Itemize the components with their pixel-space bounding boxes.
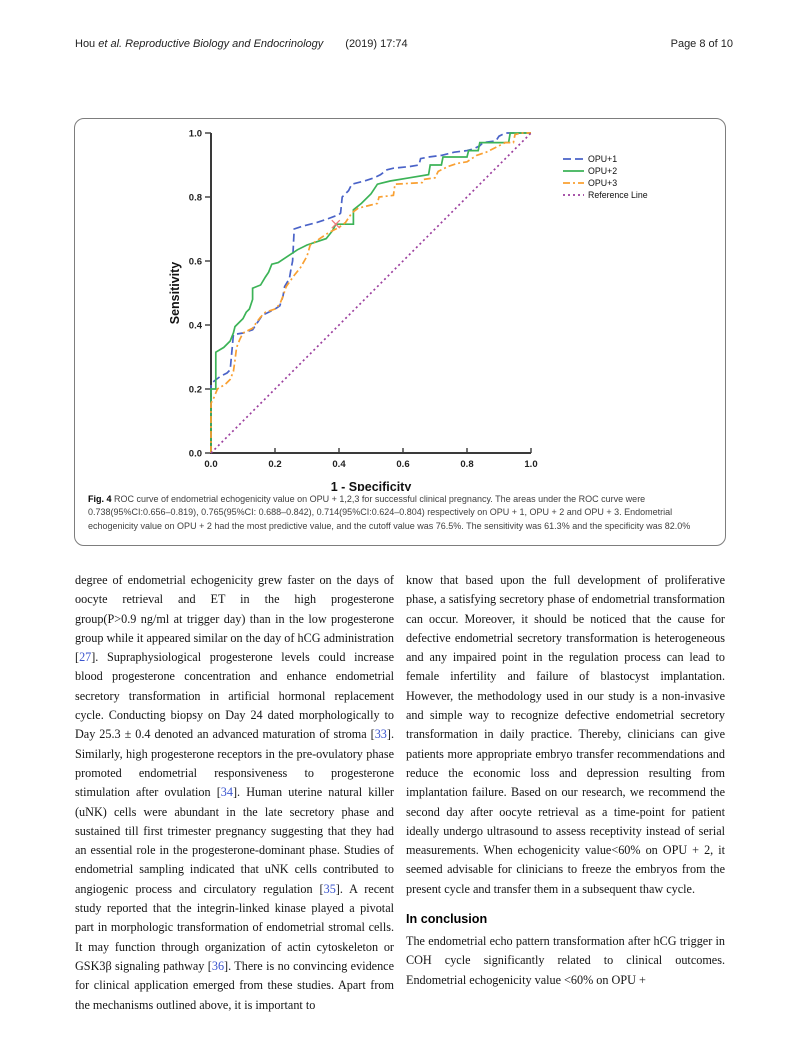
header-citation: Hou et al. Reproductive Biology and Endo… xyxy=(75,38,408,50)
text-run: ]. Similarly, high progesterone receptor… xyxy=(75,727,394,800)
text-run: ]. There is no convincing evidence for c… xyxy=(75,958,394,1012)
body-column-left: degree of endometrial echogenicity grew … xyxy=(75,571,394,1015)
header-author: Hou xyxy=(75,38,99,50)
body-paragraph-left: degree of endometrial echogenicity grew … xyxy=(75,571,394,1015)
x-axis-title: 1 - Specificity xyxy=(331,480,412,491)
x-tick-label: 0.8 xyxy=(460,459,473,470)
y-tick-label: 0.0 xyxy=(189,449,202,460)
header-journal: et al. Reproductive Biology and Endocrin… xyxy=(98,38,324,50)
header-page-number: Page 8 of 10 xyxy=(670,38,733,50)
text-run: ]. Supraphysiological progesterone level… xyxy=(75,650,394,742)
text-run: ]. Human uterine natural killer (uNK) ce… xyxy=(75,785,394,896)
legend-label-opu-3: OPU+3 xyxy=(588,178,617,188)
series-reference-line xyxy=(210,132,532,454)
y-tick-label: 1.0 xyxy=(189,129,202,140)
series-opu-3 xyxy=(210,132,531,453)
legend-label-reference-line: Reference Line xyxy=(588,190,648,200)
text-run: ]. A recent study reported that the inte… xyxy=(75,881,394,973)
legend-label-opu-1: OPU+1 xyxy=(588,154,617,164)
x-tick-label: 1.0 xyxy=(524,459,537,470)
reference-link[interactable]: 27 xyxy=(79,650,92,665)
cutoff-x-marker xyxy=(331,219,341,229)
body-column-right: know that based upon the full developmen… xyxy=(406,571,725,990)
figure-caption-text: ROC curve of endometrial echogenicity va… xyxy=(88,494,691,531)
figure-caption-label: Fig. 4 xyxy=(88,494,112,504)
x-tick-label: 0.4 xyxy=(332,459,346,470)
legend-label-opu-2: OPU+2 xyxy=(588,166,617,176)
y-tick-label: 0.4 xyxy=(189,321,203,332)
x-tick-label: 0.2 xyxy=(268,459,281,470)
running-header: Hou et al. Reproductive Biology and Endo… xyxy=(75,38,733,54)
reference-link[interactable]: 34 xyxy=(220,785,233,800)
y-tick-label: 0.8 xyxy=(189,193,202,204)
reference-link[interactable]: 33 xyxy=(374,727,387,742)
conclusion-heading: In conclusion xyxy=(406,912,488,927)
y-axis-title: Sensitivity xyxy=(168,262,182,325)
conclusion-paragraph: The endometrial echo pattern transformat… xyxy=(406,934,725,987)
header-volume: (2019) 17:74 xyxy=(345,38,408,50)
reference-link[interactable]: 36 xyxy=(211,958,225,973)
series-opu-2 xyxy=(210,132,531,453)
text-run: degree of endometrial echogenicity grew … xyxy=(75,573,394,665)
reference-link[interactable]: 35 xyxy=(323,881,336,896)
x-tick-label: 0.6 xyxy=(396,459,409,470)
y-tick-label: 0.2 xyxy=(189,385,202,396)
figure-caption: Fig. 4 ROC curve of endometrial echogeni… xyxy=(88,493,712,533)
body-paragraph-right: know that based upon the full developmen… xyxy=(406,573,725,896)
roc-chart: 0.0 0.2 0.4 0.6 0.8 1.0 0.0 0.2 0.4 0.6 0.8 1.0 1 - … xyxy=(168,129,648,492)
x-tick-label: 0.0 xyxy=(204,459,217,470)
y-tick-label: 0.6 xyxy=(189,257,202,268)
figure-box: 0.0 0.2 0.4 0.6 0.8 1.0 0.0 0.2 0.4 0.6 0.8 1.0 1 - … xyxy=(74,118,726,546)
